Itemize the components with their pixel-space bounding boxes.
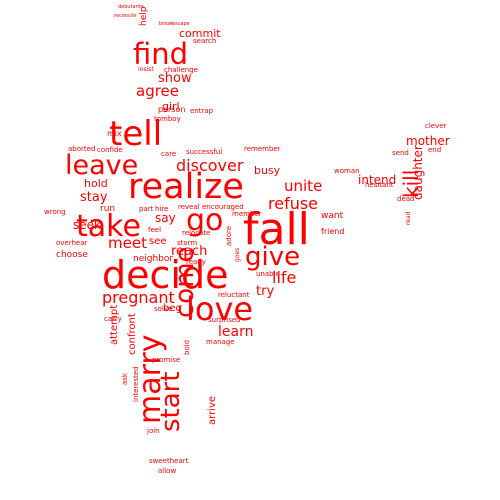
word-person: person bbox=[158, 105, 186, 114]
word-beg: beg bbox=[163, 303, 182, 314]
word-break: break bbox=[159, 21, 174, 27]
word-want: want bbox=[321, 211, 344, 221]
word-take: take bbox=[76, 209, 141, 244]
word-discover: discover bbox=[176, 156, 244, 175]
word-learn: learn bbox=[218, 324, 254, 340]
word-insist: insist bbox=[138, 66, 154, 73]
word-meet: meet bbox=[108, 234, 147, 252]
word-surprised: surprised bbox=[208, 316, 241, 324]
word-adore: adore bbox=[225, 225, 233, 246]
word-hold: hold bbox=[84, 177, 108, 190]
word-find: find bbox=[133, 37, 189, 71]
word-leave: leave bbox=[65, 150, 139, 181]
word-remember: remember bbox=[244, 145, 281, 153]
word-allow: allow bbox=[158, 467, 177, 475]
word-debutante: debutante bbox=[118, 4, 144, 10]
word-mix: mix bbox=[107, 129, 122, 138]
word-feel: feel bbox=[148, 226, 162, 234]
word-end: end bbox=[428, 146, 442, 154]
word-reach: reach bbox=[171, 244, 208, 259]
word-challenge: challenge bbox=[164, 66, 198, 74]
word-reconcile: reconcile bbox=[114, 13, 137, 19]
word-interested: interested bbox=[132, 366, 140, 402]
word-storm: storm bbox=[177, 239, 198, 247]
word-daughter: daughter bbox=[411, 145, 425, 200]
word-clever: clever bbox=[425, 122, 447, 130]
word-care: care bbox=[161, 150, 177, 158]
word-fall: fall bbox=[243, 204, 310, 255]
word-wrong: wrong bbox=[44, 208, 66, 216]
word-relocate: relocate bbox=[182, 229, 211, 237]
word-neighbor: neighbor bbox=[133, 254, 174, 264]
word-show: show bbox=[158, 71, 192, 86]
word-reveal: reveal bbox=[178, 203, 200, 211]
word-friend: friend bbox=[321, 227, 345, 236]
word-commit: commit bbox=[179, 27, 221, 40]
word-start: start bbox=[156, 371, 186, 432]
word-choose: choose bbox=[56, 250, 88, 260]
word-aborted: aborted bbox=[68, 145, 96, 153]
word-try: try bbox=[256, 284, 275, 299]
word-unite: unite bbox=[284, 177, 323, 195]
word-hire: hire bbox=[155, 205, 169, 213]
word-carry: carry bbox=[104, 315, 122, 323]
word-sweetheart: sweetheart bbox=[149, 457, 189, 465]
word-unable: unable bbox=[256, 270, 280, 278]
word-member: member bbox=[232, 210, 262, 218]
word-search: search bbox=[193, 37, 217, 45]
word-love: love bbox=[186, 290, 254, 328]
word-give: give bbox=[245, 242, 301, 272]
word-pregnant: pregnant bbox=[102, 288, 175, 307]
word-send: send bbox=[392, 149, 409, 157]
word-bold: bold bbox=[183, 339, 191, 355]
word-successful: successful bbox=[186, 148, 223, 156]
word-attempt: attempt bbox=[109, 304, 120, 345]
word-escape: escape bbox=[172, 21, 190, 27]
word-entrap: entrap bbox=[190, 107, 214, 115]
word-stay: stay bbox=[80, 190, 108, 205]
word-overhear: overhear bbox=[56, 239, 88, 247]
word-hesitant: hesitant bbox=[365, 181, 394, 189]
word-arrive: arrive bbox=[207, 395, 218, 425]
word-girl: girl bbox=[162, 100, 180, 113]
word-run: run bbox=[100, 204, 116, 214]
word-tell: tell bbox=[109, 114, 163, 154]
word-part: part bbox=[139, 205, 154, 213]
word-mother: mother bbox=[406, 134, 450, 148]
word-read: read bbox=[405, 211, 412, 225]
word-manage: manage bbox=[206, 338, 235, 346]
word-see: see bbox=[149, 236, 167, 247]
word-decide: decide bbox=[102, 253, 229, 297]
word-encouraged: encouraged bbox=[202, 203, 244, 211]
word-refuse: refuse bbox=[268, 194, 319, 213]
word-go: go bbox=[186, 203, 224, 238]
word-life: life bbox=[272, 268, 297, 287]
word-woman: woman bbox=[334, 167, 360, 175]
word-realize: realize bbox=[128, 167, 244, 207]
word-confront: confront bbox=[127, 313, 138, 355]
word-confide: confide bbox=[97, 146, 123, 154]
word-ready: ready bbox=[186, 258, 206, 266]
word-promise: promise bbox=[152, 356, 181, 364]
word-reluctant: reluctant bbox=[218, 291, 250, 299]
word-dead: dead bbox=[397, 195, 415, 203]
word-seek: seek bbox=[73, 218, 101, 232]
word-solve: solve bbox=[154, 305, 173, 313]
word-goes: goes bbox=[234, 247, 241, 262]
word-say: say bbox=[155, 211, 176, 225]
word-join: join bbox=[147, 427, 160, 435]
word-intend: intend bbox=[358, 173, 397, 187]
word-busy: busy bbox=[254, 164, 281, 177]
word-ask: ask bbox=[121, 373, 129, 385]
word-agree: agree bbox=[136, 82, 180, 100]
word-tomboy: tomboy bbox=[154, 115, 181, 123]
